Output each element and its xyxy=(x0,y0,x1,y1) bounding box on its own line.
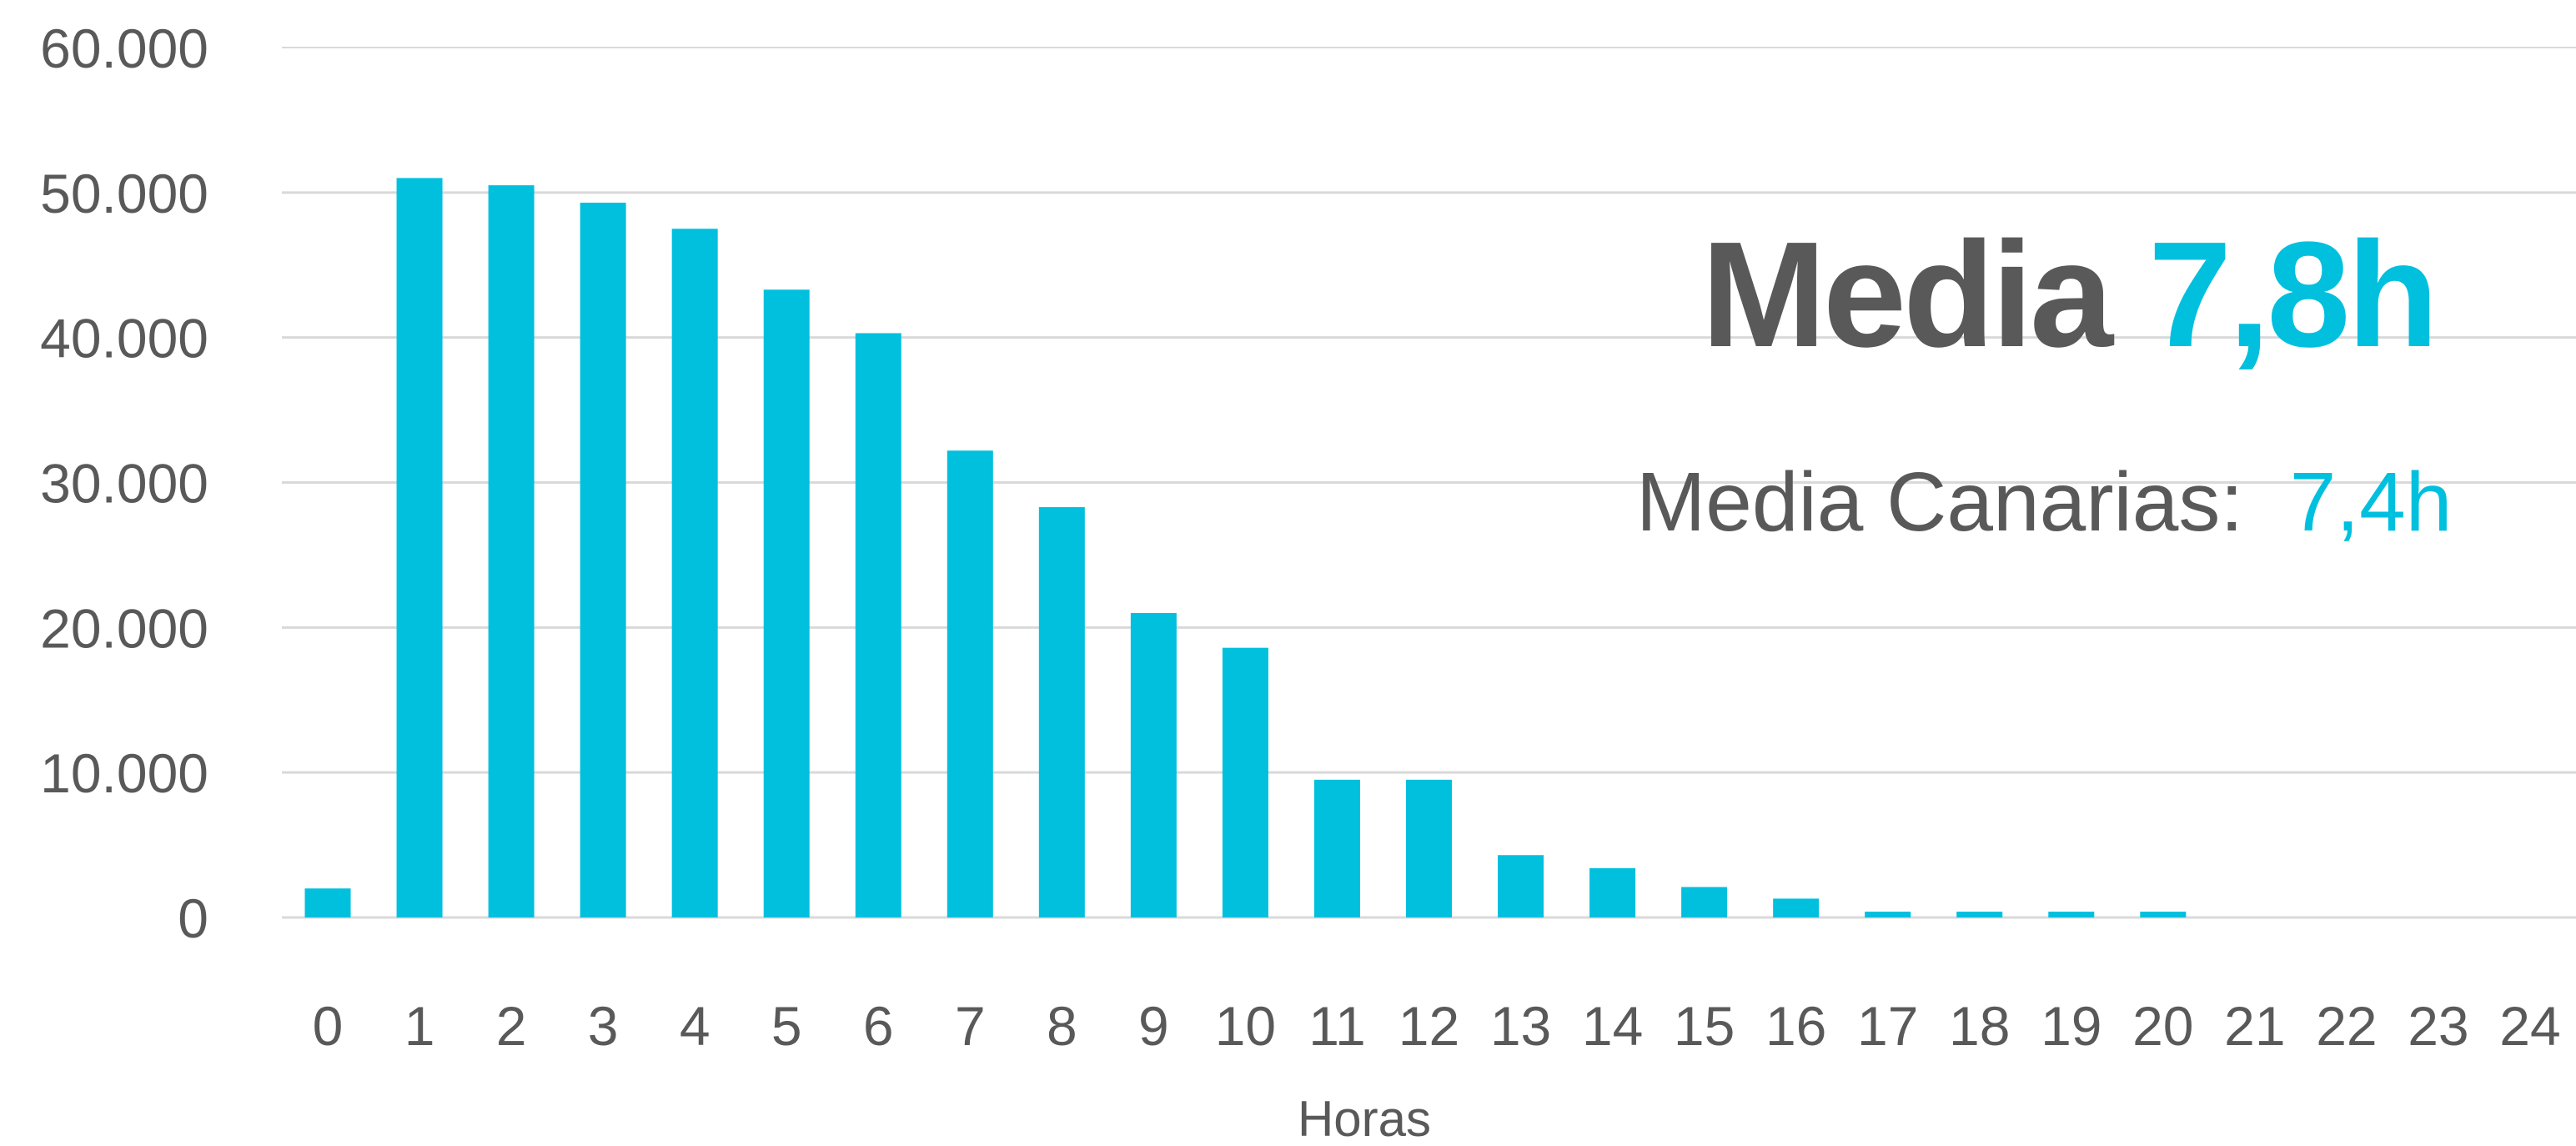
x-axis-ticks: 0 1 2 3 4 5 6 7 8 9 10 11 12 13 14 15 16 17 18 19 20 21 22 23 24 xyxy=(313,995,2561,1057)
bar-hour-10 xyxy=(1222,647,1268,917)
x-tick-label: 23 xyxy=(2408,995,2468,1057)
bar-hour-3 xyxy=(580,203,626,918)
bar-hour-7 xyxy=(947,450,993,917)
x-axis-label: Horas xyxy=(1298,1091,1431,1146)
gridlines xyxy=(282,47,2576,919)
bar-hour-18 xyxy=(1956,912,2003,917)
x-tick-label: 6 xyxy=(863,995,894,1057)
x-tick-label: 24 xyxy=(2499,995,2560,1057)
x-tick-label: 10 xyxy=(1215,995,1276,1057)
y-tick-label: 40.000 xyxy=(40,308,208,369)
bar-hour-19 xyxy=(2048,912,2095,917)
x-tick-label: 14 xyxy=(1582,995,1643,1057)
x-tick-label: 9 xyxy=(1138,995,1169,1057)
bar-hour-5 xyxy=(763,289,810,918)
bars xyxy=(304,178,2187,918)
x-tick-label: 13 xyxy=(1490,995,1551,1057)
x-tick-label: 16 xyxy=(1765,995,1826,1057)
bar-hour-6 xyxy=(855,333,901,917)
x-tick-label: 7 xyxy=(955,995,986,1057)
y-axis-ticks: 0 10.000 20.000 30.000 40.000 50.000 60.000 xyxy=(40,18,208,949)
mean-callout: Media 7,8h xyxy=(1701,209,2438,381)
bar-hour-0 xyxy=(304,888,351,917)
bar-hour-11 xyxy=(1313,779,1360,917)
x-tick-label: 1 xyxy=(404,995,435,1057)
x-tick-label: 17 xyxy=(1857,995,1918,1057)
x-tick-label: 11 xyxy=(1308,995,1366,1057)
canarias-mean-callout: Media Canarias: 7,4h xyxy=(1636,455,2452,550)
canarias-mean-label: Media Canarias: xyxy=(1636,455,2244,549)
x-tick-label: 3 xyxy=(588,995,619,1057)
bar-hour-15 xyxy=(1681,887,1728,917)
x-tick-label: 20 xyxy=(2132,995,2193,1057)
x-tick-label: 21 xyxy=(2224,995,2285,1057)
y-tick-label: 50.000 xyxy=(40,163,208,224)
x-tick-label: 15 xyxy=(1674,995,1735,1057)
mean-label: Media xyxy=(1701,211,2113,379)
bar-hour-2 xyxy=(488,185,535,917)
x-tick-label: 22 xyxy=(2316,995,2377,1057)
bar-hour-4 xyxy=(671,229,718,918)
y-tick-label: 10.000 xyxy=(40,742,208,804)
y-tick-label: 0 xyxy=(178,887,208,949)
y-tick-label: 60.000 xyxy=(40,18,208,79)
x-tick-label: 5 xyxy=(771,995,802,1057)
bar-hour-16 xyxy=(1773,898,1820,917)
y-tick-label: 20.000 xyxy=(40,597,208,659)
x-tick-label: 18 xyxy=(1949,995,2010,1057)
bar-hour-20 xyxy=(2140,912,2187,917)
bar-hour-9 xyxy=(1130,612,1177,917)
y-tick-label: 30.000 xyxy=(40,453,208,515)
bar-hour-8 xyxy=(1038,507,1085,917)
bar-hour-12 xyxy=(1406,779,1452,917)
x-tick-label: 12 xyxy=(1398,995,1459,1057)
x-tick-label: 8 xyxy=(1047,995,1077,1057)
x-tick-label: 0 xyxy=(313,995,344,1057)
bar-hour-17 xyxy=(1865,912,1911,917)
mean-value: 7,8h xyxy=(2148,211,2438,379)
bar-hour-14 xyxy=(1589,867,1636,917)
x-tick-label: 2 xyxy=(496,995,527,1057)
canarias-mean-value: 7,4h xyxy=(2289,455,2453,549)
x-tick-label: 19 xyxy=(2041,995,2101,1057)
bar-hour-13 xyxy=(1498,855,1544,917)
x-tick-label: 4 xyxy=(680,995,711,1057)
bar-hour-1 xyxy=(396,178,443,917)
